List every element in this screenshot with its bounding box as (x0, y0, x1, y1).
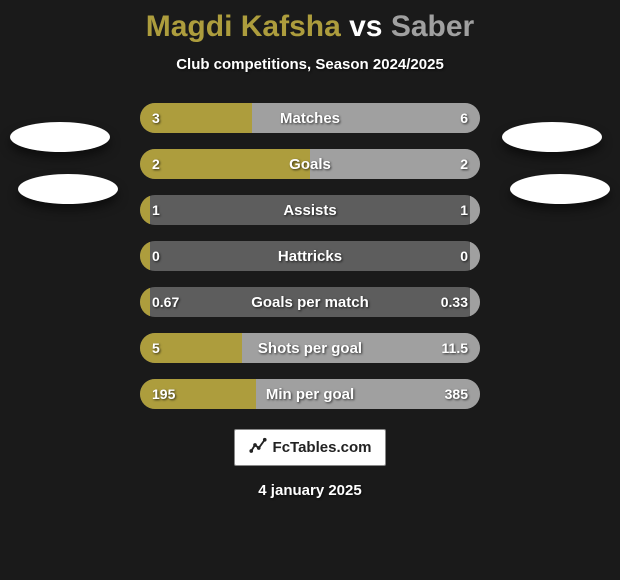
vs-text: vs (349, 10, 382, 43)
stat-value-right: 385 (445, 379, 468, 409)
stat-value-right: 11.5 (442, 333, 468, 363)
chart-icon (249, 436, 267, 459)
stat-label: Shots per goal (140, 333, 480, 363)
decorative-ellipse (510, 174, 610, 204)
stat-value-left: 1 (152, 195, 160, 225)
stat-label: Goals (140, 149, 480, 179)
stat-value-right: 6 (460, 103, 468, 133)
stat-value-right: 1 (460, 195, 468, 225)
player2-name: Saber (391, 10, 474, 43)
stat-value-right: 0.33 (441, 287, 468, 317)
date-text: 4 january 2025 (258, 482, 361, 499)
stat-row: Goals2 2 (140, 149, 480, 179)
stat-value-left: 3 (152, 103, 160, 133)
stat-value-left: 2 (152, 149, 160, 179)
stat-value-right: 0 (460, 241, 468, 271)
stat-label: Matches (140, 103, 480, 133)
brand-text: FcTables.com (273, 439, 372, 456)
stat-label: Hattricks (140, 241, 480, 271)
stat-row: Hattricks0 0 (140, 241, 480, 271)
stat-value-left: 5 (152, 333, 160, 363)
subtitle: Club competitions, Season 2024/2025 (176, 56, 444, 73)
stat-row: Shots per goal5 11.5 (140, 333, 480, 363)
stat-value-left: 0 (152, 241, 160, 271)
comparison-infographic: Magdi Kafsha vs Saber Club competitions,… (0, 0, 620, 580)
stat-value-left: 195 (152, 379, 175, 409)
stat-value-right: 2 (460, 149, 468, 179)
decorative-ellipse (502, 122, 602, 152)
stat-row: Goals per match0.67 0.33 (140, 287, 480, 317)
decorative-ellipse (18, 174, 118, 204)
stat-row: Min per goal195 385 (140, 379, 480, 409)
decorative-ellipse (10, 122, 110, 152)
player1-name: Magdi Kafsha (146, 10, 341, 43)
stat-row: Matches3 6 (140, 103, 480, 133)
main-title: Magdi Kafsha vs Saber (146, 10, 474, 44)
stat-label: Assists (140, 195, 480, 225)
stat-label: Goals per match (140, 287, 480, 317)
stat-label: Min per goal (140, 379, 480, 409)
stat-value-left: 0.67 (152, 287, 179, 317)
brand-badge: FcTables.com (234, 429, 387, 466)
stat-row: Assists1 1 (140, 195, 480, 225)
